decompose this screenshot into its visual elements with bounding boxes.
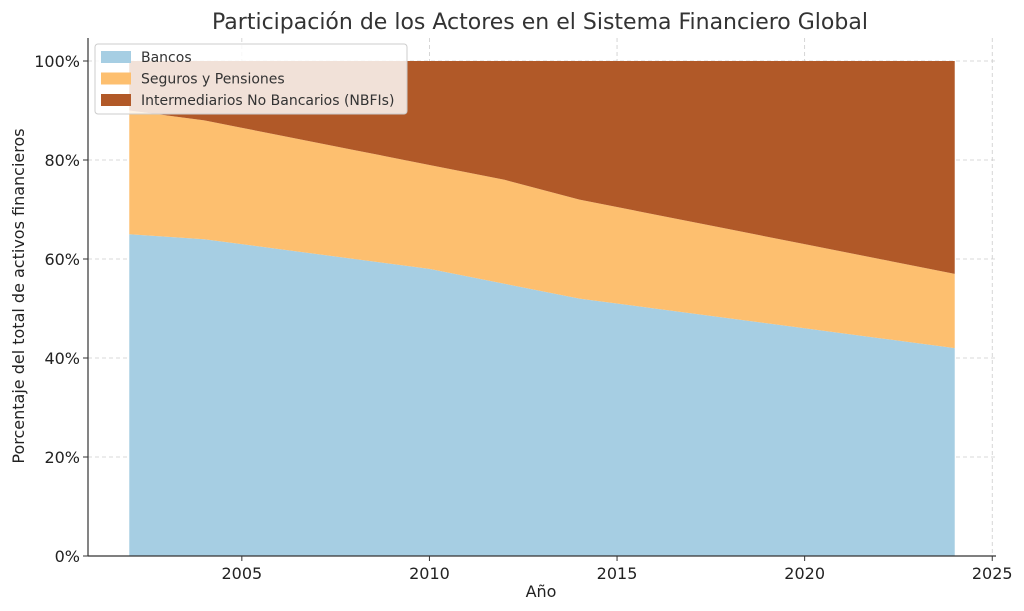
legend-swatch-1 [101, 51, 131, 63]
legend-swatch-2 [101, 72, 131, 85]
legend-swatch-3 [101, 94, 131, 106]
x-tick-label-3: 2020 [784, 564, 825, 583]
y-tick-label-3: 60% [44, 250, 80, 269]
x-tick-label-2: 2015 [597, 564, 638, 583]
legend-label-1: Bancos [141, 50, 192, 66]
area-series-group [129, 61, 955, 556]
y-tick-label-1: 20% [44, 448, 80, 467]
x-tick-label-0: 2005 [221, 564, 262, 583]
chart-title: Participación de los Actores en el Siste… [212, 10, 868, 35]
legend: Bancos Seguros y Pensiones Intermediarios … [94, 43, 408, 115]
y-tick-label-5: 100% [34, 52, 80, 71]
tick-labels: 2005 2010 2015 2020 2025 0% 20% 40% 60% 80% 100% [34, 52, 1012, 583]
x-tick-label-1: 2010 [409, 564, 450, 583]
area-series-2 [129, 110, 955, 349]
x-axis-title: Año [526, 582, 557, 601]
axes [87, 38, 996, 557]
legend-label-2: Seguros y Pensiones [141, 72, 285, 88]
area-series-1 [129, 234, 955, 556]
y-axis-title: Porcentaje del total de activos financie… [9, 128, 28, 463]
x-tick-label-4: 2025 [972, 564, 1013, 583]
legend-label-3: Intermediarios No Bancarios (NBFIs) [141, 93, 394, 109]
y-tick-label-4: 80% [44, 151, 80, 170]
y-tick-label-0: 0% [55, 547, 80, 566]
legend-box [94, 43, 408, 115]
y-tick-label-2: 40% [44, 349, 80, 368]
